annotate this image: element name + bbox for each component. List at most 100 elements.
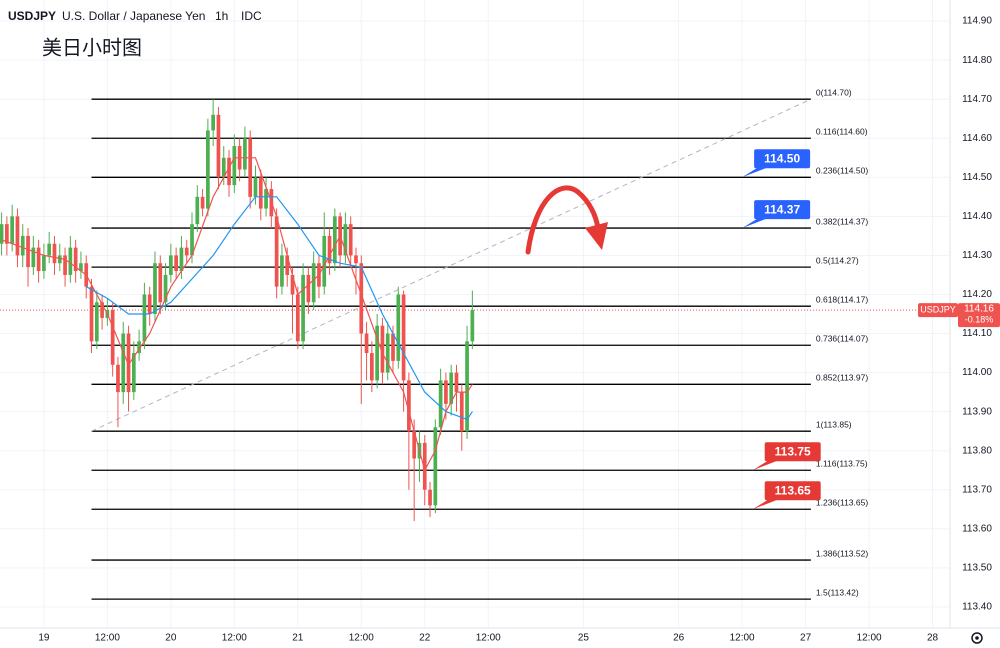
y-tick-label: 113.40 (962, 602, 992, 613)
candle-body (264, 189, 268, 209)
candle-body (15, 216, 20, 256)
candle-body (184, 247, 189, 256)
settings-gear-center[interactable] (975, 636, 979, 640)
symbol-tag-label: USDJPY (920, 304, 956, 314)
candle-body (26, 235, 30, 268)
candle-body (206, 130, 210, 209)
y-tick-label: 113.90 (962, 406, 992, 417)
candle-body (285, 255, 290, 275)
candle-body (79, 263, 83, 272)
candle-body (163, 274, 168, 303)
candle-body (232, 146, 237, 186)
fib-label: 1.386(113.52) (816, 548, 868, 558)
candle-body (295, 294, 300, 342)
candle-body (100, 302, 104, 318)
candle-body (407, 380, 411, 432)
candle-body (68, 247, 73, 275)
y-tick-label: 114.80 (962, 55, 992, 66)
arrow-head (585, 222, 608, 250)
candle-body (253, 177, 258, 197)
candle-body (280, 255, 284, 287)
candle-body (42, 255, 46, 272)
candle-body (449, 372, 454, 404)
candle-body (332, 216, 337, 264)
badge-label: 114.37 (764, 202, 800, 216)
candle-body (290, 274, 295, 295)
candle-body (216, 114, 221, 178)
x-tick-label: 25 (578, 633, 590, 644)
candle-body (158, 263, 163, 303)
y-tick-label: 113.60 (962, 523, 992, 534)
candle-body (243, 138, 247, 170)
candle-body (5, 224, 9, 244)
x-tick-label: 12:00 (730, 633, 755, 644)
moving-average (85, 196, 473, 421)
fib-label: 1(113.85) (816, 419, 852, 429)
candle-body (31, 247, 36, 268)
y-tick-label: 114.60 (962, 133, 992, 144)
badge-pointer (742, 167, 769, 178)
fib-label: 0.618(114.17) (816, 294, 868, 304)
moving-average (1, 157, 473, 472)
candle-body (142, 294, 147, 342)
candle-body (343, 224, 348, 256)
x-tick-label: 28 (927, 633, 939, 644)
settings-gear[interactable] (971, 632, 983, 644)
candle-body (147, 294, 152, 314)
candle-body (63, 255, 67, 275)
y-tick-label: 114.70 (962, 94, 992, 105)
badge (764, 442, 821, 462)
candle-body (121, 333, 126, 393)
y-tick-label: 113.50 (962, 562, 992, 573)
candle-body (459, 392, 464, 432)
candle-body (348, 224, 353, 256)
candle-body (375, 325, 379, 381)
candle-body (57, 255, 62, 264)
badge (754, 200, 811, 220)
badge-label: 114.50 (764, 151, 800, 165)
candle-body (0, 224, 4, 244)
x-tick-label: 12:00 (349, 633, 374, 644)
candle-body (354, 255, 358, 264)
interval: 1h (215, 9, 228, 23)
x-tick-label: 19 (38, 633, 50, 644)
candle-body (190, 224, 194, 256)
y-tick-label: 114.90 (962, 16, 992, 27)
overlays: 114.50 114.37 113.75 113.65 (1, 149, 821, 510)
fib-label: 0(114.70) (816, 87, 852, 97)
badge-pointer (742, 218, 769, 229)
candle-body (200, 196, 205, 209)
candle-body (396, 294, 401, 361)
badge-pointer (752, 460, 779, 471)
candle-body (412, 431, 417, 459)
badge (764, 481, 821, 501)
y-tick-label: 113.80 (962, 445, 992, 456)
candle-body (306, 274, 311, 303)
x-tick-label: 26 (673, 633, 685, 644)
price-tag-label: 114.16 (964, 304, 994, 315)
trend-line (91, 98, 812, 432)
candle-body (126, 333, 131, 393)
candle-body (438, 380, 443, 428)
candle-body (153, 263, 157, 314)
settings-icon[interactable] (971, 632, 983, 644)
x-tick-label: 12:00 (476, 633, 501, 644)
price-tag (958, 303, 1000, 328)
candle-body (327, 235, 332, 264)
candle-body (258, 177, 263, 209)
fib-label: 0.382(114.37) (816, 216, 868, 226)
candle-body (174, 255, 178, 272)
fib-label: 0.5(114.27) (816, 255, 859, 265)
y-tick-label: 114.10 (962, 328, 992, 339)
candle-body (380, 325, 385, 373)
candle-body (470, 310, 475, 342)
candle-body (401, 294, 406, 381)
candle-body (73, 247, 78, 272)
x-tick-label: 12:00 (95, 633, 120, 644)
fib-label: 1.236(113.65) (816, 498, 868, 508)
candle-body (89, 286, 94, 342)
candle-body (137, 341, 141, 354)
candle-body (359, 263, 364, 334)
